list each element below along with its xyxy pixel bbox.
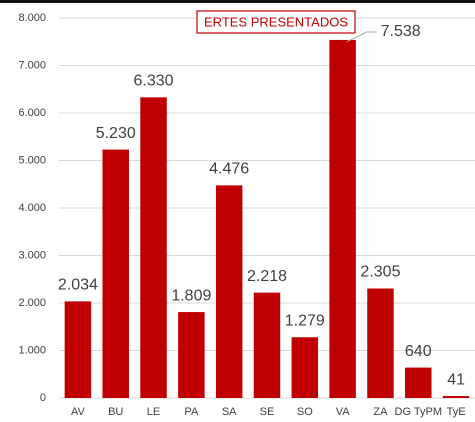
bar xyxy=(405,367,432,398)
value-label: 4.476 xyxy=(209,161,249,178)
bar xyxy=(64,301,92,398)
y-tick-label: 6.000 xyxy=(18,107,46,119)
value-label: 5.230 xyxy=(96,125,136,142)
bar xyxy=(215,185,243,398)
leader-line xyxy=(346,31,377,43)
x-tick-label: BU xyxy=(108,406,123,418)
x-tick-label: VA xyxy=(336,406,351,418)
bar xyxy=(178,312,205,398)
x-tick-label: SO xyxy=(297,406,313,418)
x-tick-label: PA xyxy=(184,406,199,418)
bar xyxy=(140,97,167,398)
value-label: 2.034 xyxy=(58,277,98,294)
y-tick-label: 2.000 xyxy=(18,297,46,309)
value-label: 7.538 xyxy=(381,23,421,40)
bar xyxy=(102,149,129,398)
bar xyxy=(367,288,394,398)
bar xyxy=(329,39,356,398)
chart-title: ERTES PRESENTADOS xyxy=(204,14,348,29)
top-border xyxy=(0,0,475,3)
value-label: 41 xyxy=(447,371,465,388)
value-label: 1.279 xyxy=(285,312,325,329)
x-tick-label: ZA xyxy=(373,406,388,418)
y-tick-label: 1.000 xyxy=(18,344,46,356)
value-label: 2.305 xyxy=(360,264,400,281)
x-tick-label: AV xyxy=(71,406,86,418)
value-label: 1.809 xyxy=(171,287,211,304)
x-tick-label: TyE xyxy=(447,406,466,418)
y-tick-label: 5.000 xyxy=(18,154,46,166)
y-tick-label: 7.000 xyxy=(18,59,46,71)
x-tick-label: SA xyxy=(222,406,237,418)
bar xyxy=(442,396,470,398)
y-tick-label: 4.000 xyxy=(18,202,46,214)
value-label: 2.218 xyxy=(247,268,287,285)
bar xyxy=(291,337,319,398)
title-box xyxy=(196,10,356,34)
value-label: 6.330 xyxy=(134,73,174,90)
x-tick-label: DG TyPM xyxy=(395,406,442,418)
y-tick-label: 8.000 xyxy=(18,12,46,24)
x-tick-label: LE xyxy=(147,406,160,418)
bar xyxy=(253,292,281,398)
y-tick-label: 0 xyxy=(40,392,46,404)
x-tick-label: SE xyxy=(260,406,275,418)
y-tick-label: 3.000 xyxy=(18,249,46,261)
value-label: 640 xyxy=(405,343,432,360)
